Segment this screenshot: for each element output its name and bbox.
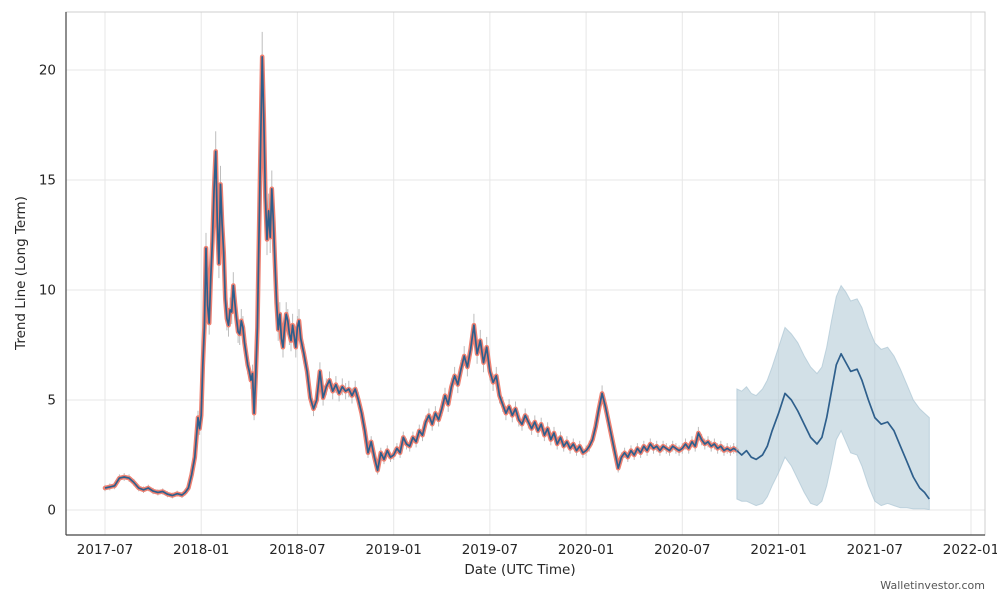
x-axis-title: Date (UTC Time) — [464, 562, 576, 578]
x-tick-label: 2019-01 — [365, 542, 421, 558]
forecast-line — [736, 352, 930, 500]
watermark: Walletinvestor.com — [880, 579, 985, 592]
forecast-series — [736, 284, 930, 511]
x-tick-label: 2020-01 — [558, 542, 614, 558]
x-tick-label: 2017-07 — [77, 542, 133, 558]
x-tick-labels: 2017-07 2018-01 2018-07 2019-01 2019-07 2020-… — [77, 542, 997, 558]
x-tick-label: 2021-07 — [847, 542, 903, 558]
x-tick-label: 2018-01 — [173, 542, 229, 558]
y-tick-labels: 0 5 10 15 20 — [39, 63, 56, 519]
x-tick-label: 2018-07 — [269, 542, 325, 558]
grid — [66, 12, 985, 535]
y-tick-label: 0 — [47, 503, 56, 519]
y-tick-label: 15 — [39, 173, 56, 189]
y-tick-label: 10 — [39, 283, 56, 299]
forecast-confidence-band — [736, 284, 930, 511]
x-tick-label: 2019-07 — [462, 542, 518, 558]
historical-series — [102, 54, 740, 498]
x-tick-label: 2021-01 — [750, 542, 806, 558]
y-tick-label: 5 — [47, 393, 56, 409]
x-tick-label: 2020-07 — [654, 542, 710, 558]
x-tick-label: 2022-01 — [943, 542, 997, 558]
y-tick-label: 20 — [39, 63, 56, 79]
y-axis-title: Trend Line (Long Term) — [13, 196, 29, 350]
plot-frame — [65, 11, 986, 536]
